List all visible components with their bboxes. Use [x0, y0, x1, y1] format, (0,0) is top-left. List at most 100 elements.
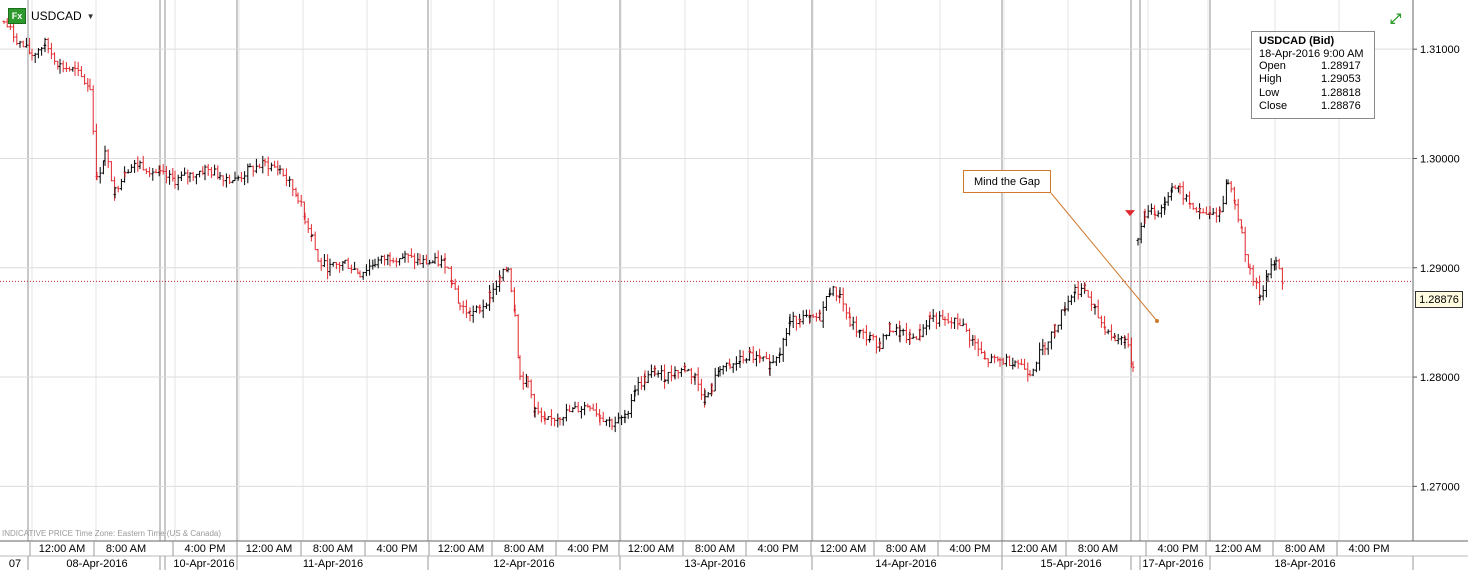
- ohlc-bar: [1221, 195, 1225, 213]
- ohlc-bar: [276, 160, 280, 176]
- ohlc-bar: [331, 262, 335, 267]
- ohlc-bar: [288, 176, 292, 187]
- ohlc-bar: [33, 52, 37, 63]
- ohlc-bar: [53, 52, 57, 65]
- x-time-label: 8:00 AM: [106, 543, 146, 555]
- ohlc-bar: [406, 253, 410, 263]
- ohlc-bar: [239, 172, 243, 183]
- ohlc-bar: [481, 299, 485, 319]
- ohlc-bar: [616, 412, 620, 424]
- chevron-down-icon[interactable]: ▼: [86, 11, 95, 21]
- ohlc-bar: [161, 164, 165, 175]
- ohlc-bar: [1254, 277, 1258, 290]
- ohlc-bar: [943, 316, 947, 326]
- ohlc-bar: [119, 178, 123, 191]
- ohlc-bar: [526, 375, 530, 389]
- gap-marker-icon: [1125, 210, 1135, 217]
- ohlc-bar: [388, 252, 392, 267]
- ohlc-bar: [450, 279, 454, 286]
- ohlc-bar: [521, 371, 525, 390]
- ohlc-bar: [1280, 267, 1284, 290]
- ohlc-bar: [1258, 294, 1262, 301]
- ohlc-bar: [313, 231, 317, 251]
- ohlc-bar: [794, 315, 798, 331]
- x-time-label: 8:00 AM: [1078, 543, 1118, 555]
- ohlc-bar: [439, 255, 443, 268]
- x-time-label: 4:00 PM: [185, 543, 226, 555]
- ohlc-bar: [804, 309, 808, 318]
- x-time-label: 12:00 AM: [438, 543, 484, 555]
- ohlc-bar: [194, 173, 198, 185]
- ohlc-bar: [1063, 301, 1067, 316]
- ohlc-bar: [446, 266, 450, 269]
- x-time-label: 12:00 AM: [1215, 543, 1261, 555]
- ohlc-bar: [828, 287, 832, 296]
- ohlc-bar: [976, 338, 980, 357]
- ohlc-bar: [116, 185, 120, 193]
- ohlc-bar: [1264, 269, 1268, 298]
- ohlc-bar: [798, 318, 802, 328]
- ohlc-bar: [576, 401, 580, 413]
- symbol-header[interactable]: Fx USDCAD ▼: [8, 8, 95, 24]
- symbol-label[interactable]: USDCAD: [31, 9, 82, 23]
- ohlc-bar: [394, 257, 398, 268]
- ohlc-bar: [501, 268, 505, 282]
- ohlc-bar: [513, 304, 517, 317]
- ohlc-bar: [838, 287, 842, 298]
- ohlc-bar: [639, 375, 643, 390]
- ohlc-bar: [524, 373, 528, 388]
- ohlc-bar: [881, 333, 885, 350]
- y-tick-label: 1.27000: [1420, 481, 1460, 493]
- ohlc-bar: [861, 328, 865, 340]
- ohlc-bar: [433, 252, 437, 265]
- ohlc-bar: [613, 416, 617, 433]
- ohlc-bar: [284, 168, 288, 187]
- ohlc-bar: [888, 322, 892, 333]
- ohlc-bar: [168, 170, 172, 185]
- ohlc-bar: [1106, 329, 1110, 335]
- ohlc-bar: [61, 60, 65, 73]
- ohlc-bar: [158, 165, 162, 175]
- mind-the-gap-annotation[interactable]: Mind the Gap: [963, 170, 1051, 193]
- ohlc-bar: [188, 172, 192, 183]
- ohlc-bar: [543, 412, 547, 425]
- ohlc-bar: [868, 331, 872, 341]
- ohlc-bar: [898, 325, 902, 343]
- ohlc-bar: [418, 253, 422, 265]
- ohlc-bar: [781, 337, 785, 362]
- ohlc-bar: [1023, 358, 1027, 370]
- ohlc-bar: [741, 350, 745, 364]
- ohlc-bar: [549, 409, 553, 426]
- ohlc-bar: [1266, 273, 1270, 283]
- ohlc-bar: [401, 253, 405, 260]
- ohlc-bar: [1173, 184, 1177, 190]
- ohlc-bar: [784, 328, 788, 347]
- ohlc-bar: [303, 212, 307, 225]
- expand-chart-icon[interactable]: ⤢: [1390, 10, 1402, 26]
- ohlc-bar: [30, 48, 34, 61]
- tooltip-row-high: High 1.29053: [1259, 73, 1361, 86]
- ohlc-bar: [878, 341, 882, 350]
- ohlc-bar: [1277, 258, 1281, 270]
- last-price-label: 1.28876: [1415, 291, 1463, 308]
- ohlc-bar: [744, 358, 748, 364]
- ohlc-bar: [629, 393, 633, 418]
- ohlc-bar: [133, 159, 137, 173]
- ohlc-bar: [443, 253, 447, 274]
- ohlc-bar: [263, 158, 267, 167]
- ohlc-bar: [573, 401, 577, 409]
- ohlc-bar: [971, 334, 975, 346]
- ohlc-bar: [1236, 198, 1240, 223]
- ohlc-bar: [703, 389, 707, 406]
- ohlc-bar: [598, 414, 602, 426]
- ohlc-bar: [1181, 181, 1185, 205]
- ohlc-bar: [791, 311, 795, 329]
- ohlc-bar: [1013, 360, 1017, 368]
- ohlc-bar: [686, 368, 690, 372]
- ohlc-bar: [626, 410, 630, 419]
- ohlc-bar: [858, 329, 862, 334]
- ohlc-bar: [594, 402, 598, 417]
- ohlc-bar: [546, 416, 550, 421]
